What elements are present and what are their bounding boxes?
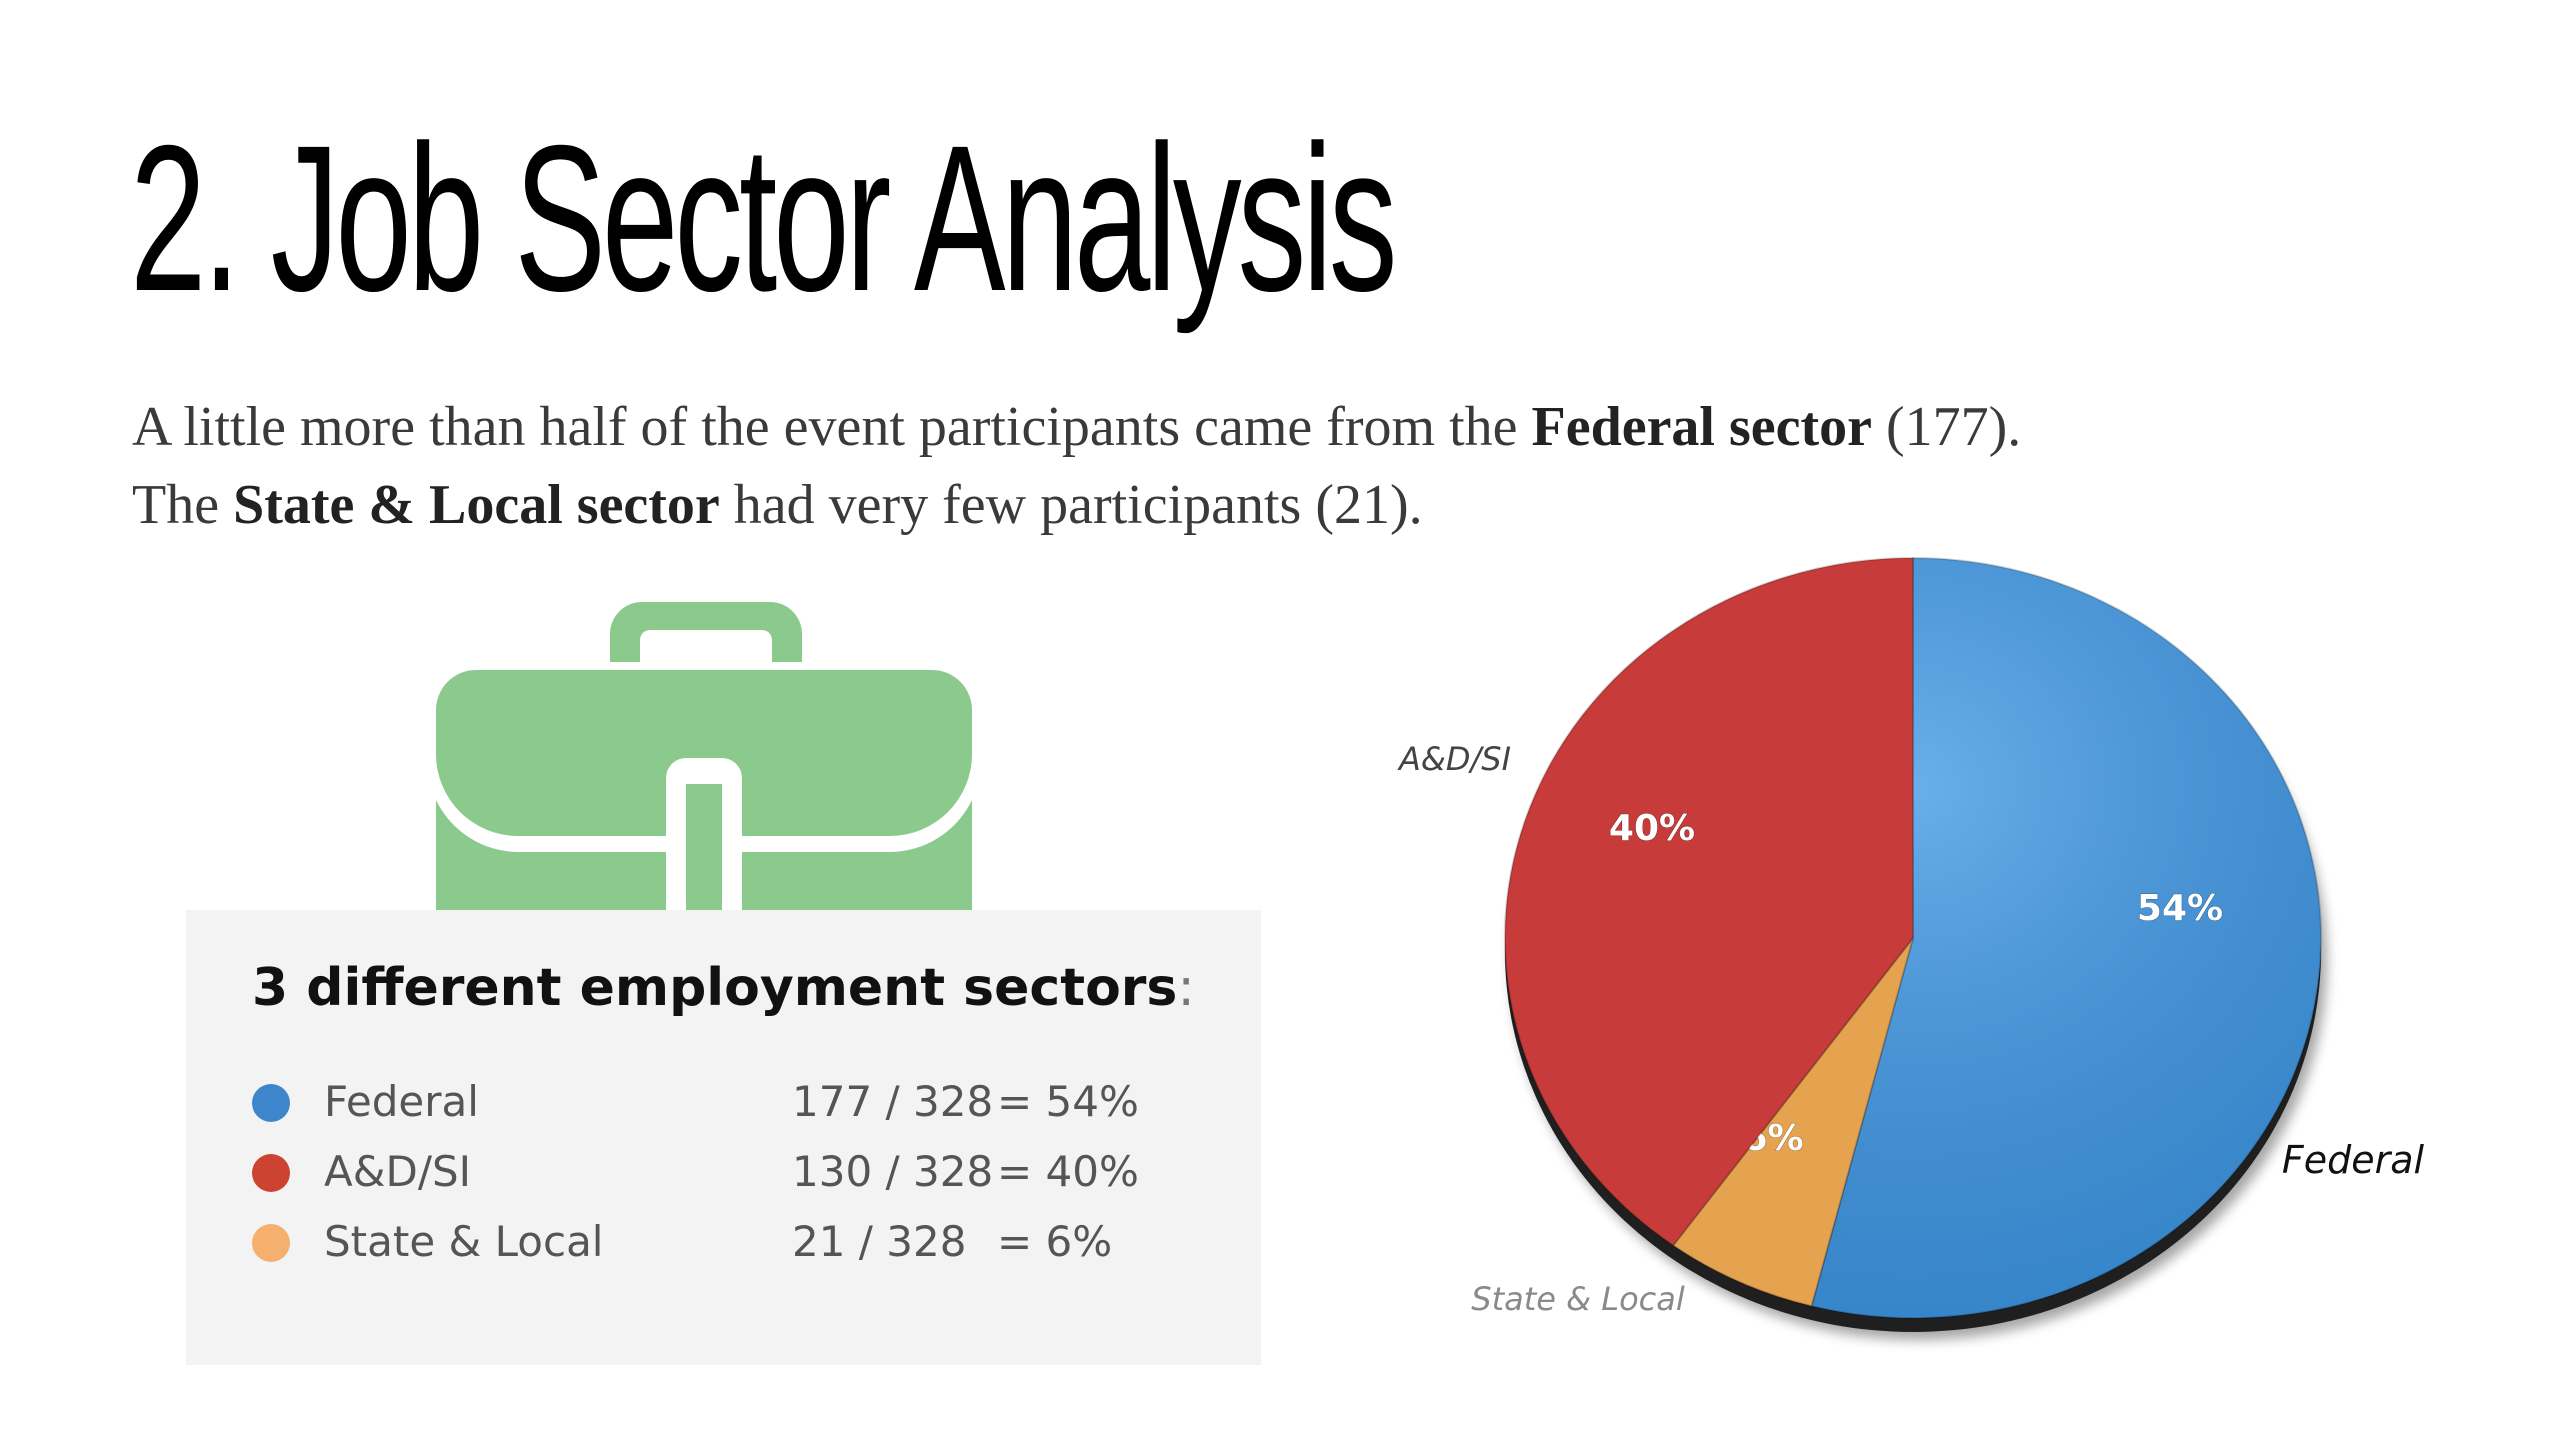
- briefcase-icon: [436, 602, 972, 910]
- pie-slice-state-local: [1671, 937, 1914, 1308]
- legend-count: 130 / 328: [792, 1147, 994, 1196]
- intro-line-2: The State & Local sector had very few pa…: [132, 466, 2021, 544]
- intro-line-1-count: (177).: [1872, 396, 2022, 458]
- pie-category-label-federal: Federal: [2282, 1138, 2425, 1182]
- intro-line-2-text: The: [132, 474, 234, 536]
- legend-name: State & Local: [324, 1217, 604, 1266]
- intro-text: A little more than half of the event par…: [132, 388, 2021, 544]
- legend-row-ad-si: A&D/SI 130 / 328 = 40%: [252, 1142, 1202, 1202]
- federal-sector-emphasis: Federal sector: [1531, 396, 1872, 458]
- sectors-title-colon: :: [1177, 958, 1195, 1018]
- legend-percent: = 54%: [997, 1077, 1139, 1126]
- legend-row-state-local: State & Local 21 / 328 = 6%: [252, 1212, 1202, 1272]
- state-local-sector-emphasis: State & Local sector: [233, 474, 720, 536]
- legend-dot-ad-si: [252, 1154, 290, 1192]
- intro-line-1: A little more than half of the event par…: [132, 388, 2021, 466]
- page-title: 2. Job Sector Analysis: [130, 103, 1397, 335]
- legend-row-federal: Federal 177 / 328 = 54%: [252, 1072, 1202, 1132]
- legend-percent: = 6%: [997, 1217, 1113, 1266]
- legend-dot-state-local: [252, 1224, 290, 1262]
- legend-name: A&D/SI: [324, 1147, 472, 1196]
- pie-category-label-ad-si: A&D/SI: [1397, 740, 1511, 778]
- intro-line-2-count: had very few participants (21).: [719, 474, 1423, 536]
- pie-slice-a-d-si: [1503, 556, 1914, 1247]
- legend-percent: = 40%: [997, 1147, 1139, 1196]
- legend-name: Federal: [324, 1077, 479, 1126]
- intro-line-1-text: A little more than half of the event par…: [132, 396, 1532, 458]
- sectors-title: 3 different employment sectors:: [252, 962, 1195, 1014]
- pie-category-label-state-local: State & Local: [1471, 1280, 1685, 1318]
- sectors-title-text: 3 different employment sectors: [252, 958, 1178, 1018]
- legend-count: 177 / 328: [792, 1077, 994, 1126]
- sectors-card: 3 different employment sectors: Federal …: [186, 910, 1261, 1365]
- legend-count: 21 / 328: [792, 1217, 967, 1266]
- legend-dot-federal: [252, 1084, 290, 1122]
